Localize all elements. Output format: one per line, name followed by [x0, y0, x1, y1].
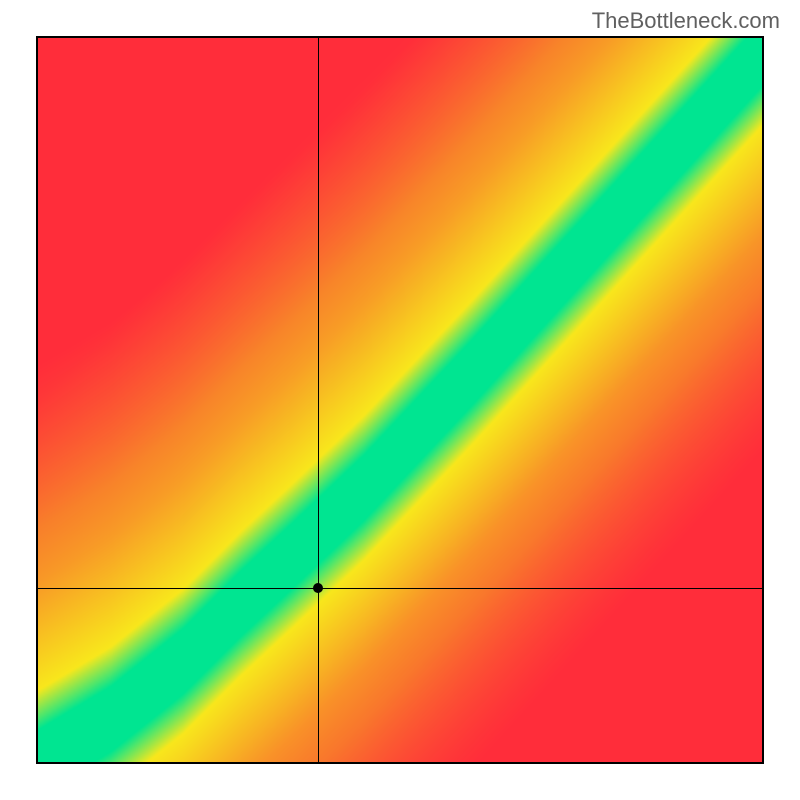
watermark-text: TheBottleneck.com	[592, 8, 780, 34]
heatmap-canvas	[38, 38, 762, 762]
crosshair-vertical	[318, 38, 319, 762]
heatmap-chart	[36, 36, 764, 764]
marker-dot	[313, 583, 323, 593]
crosshair-horizontal	[38, 588, 762, 589]
